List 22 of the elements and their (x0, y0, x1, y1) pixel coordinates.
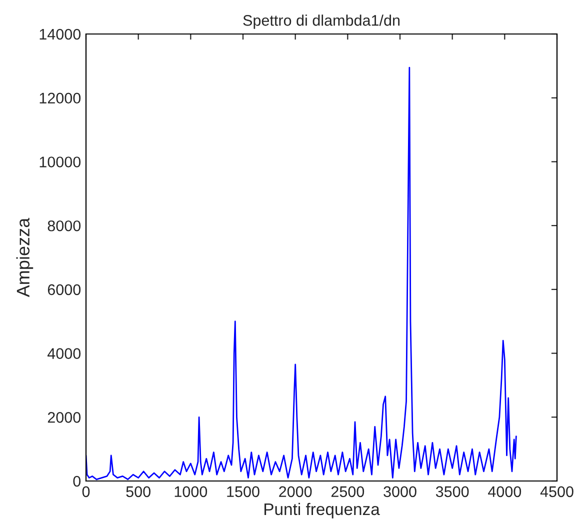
y-tick-label: 0 (73, 476, 81, 487)
x-tick-label: 0 (82, 486, 90, 498)
chart-title: Spettro di dlambda1/dn (243, 14, 400, 29)
y-axis-title: Ampiezza (16, 218, 34, 298)
y-tick-label: 10000 (40, 156, 81, 168)
y-tick-label: 8000 (48, 220, 81, 232)
y-tick-label: 12000 (40, 92, 81, 104)
x-tick-label: 1500 (227, 486, 260, 498)
x-tick-label: 1000 (174, 486, 208, 498)
y-tick-label: 14000 (40, 28, 81, 40)
x-tick-label: 500 (126, 486, 150, 498)
x-tick-label: 4000 (488, 486, 522, 498)
y-tick-label: 2000 (48, 412, 81, 423)
x-axis-title: Punti frequenza (264, 502, 380, 518)
x-tick-label: 2500 (331, 486, 364, 498)
line-series (86, 66, 517, 480)
x-tick-label: 3500 (436, 486, 469, 498)
y-tick-label: 4000 (48, 348, 81, 359)
x-tick-label: 4500 (540, 486, 574, 498)
x-tick-label: 2000 (279, 486, 312, 498)
x-tick-label: 3000 (384, 486, 416, 498)
y-tick-label: 6000 (48, 284, 81, 296)
